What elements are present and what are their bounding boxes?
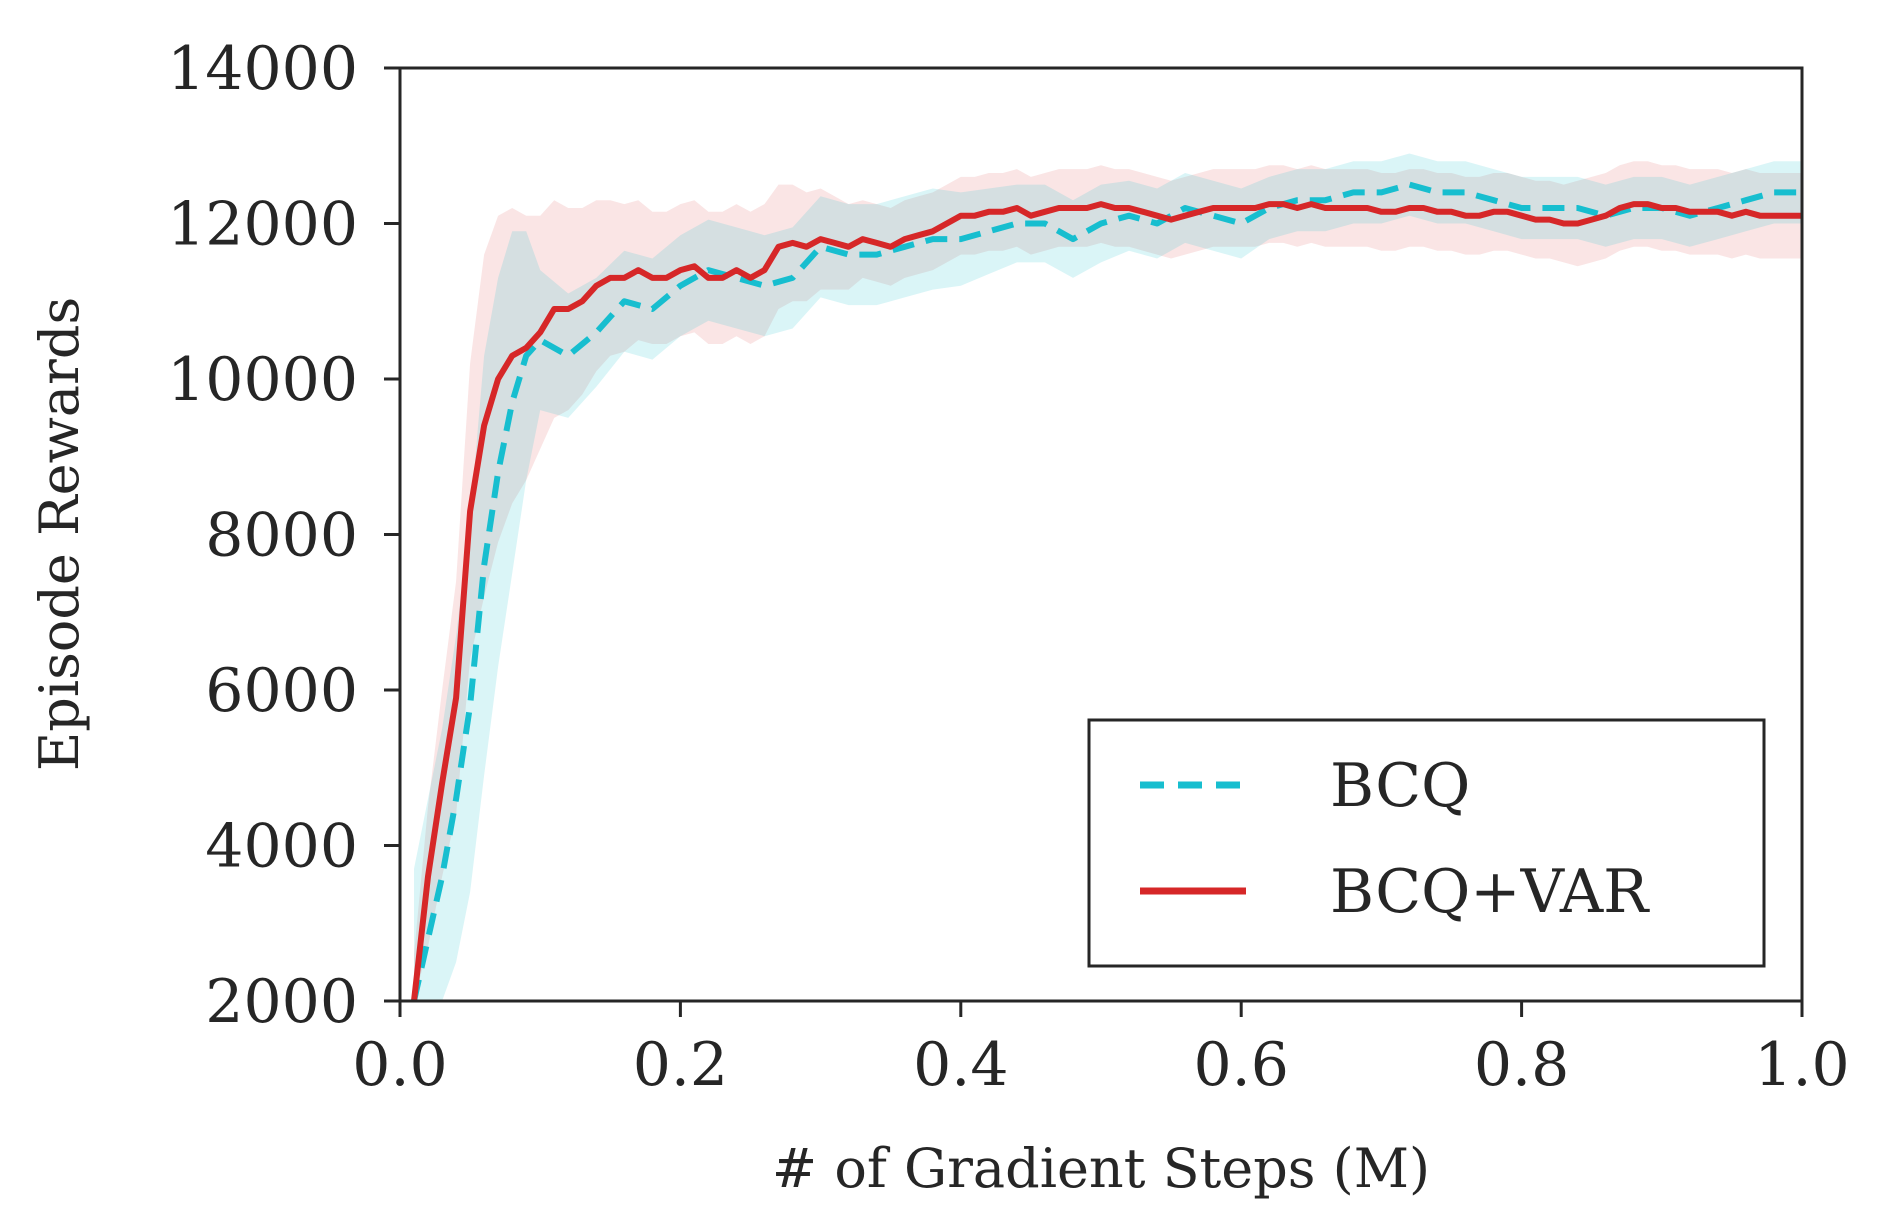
x-axis-title: # of Gradient Steps (M) [772, 1137, 1430, 1200]
x-tick-label: 0.0 [352, 1030, 447, 1100]
confidence-bands [414, 153, 1802, 1002]
x-tick-label: 0.2 [633, 1030, 728, 1100]
x-tick-label: 0.4 [913, 1030, 1008, 1100]
y-tick-label: 12000 [167, 190, 358, 260]
band-bcq [414, 153, 1802, 1001]
y-tick-label: 14000 [167, 34, 358, 104]
x-axis: 0.0 0.2 0.4 0.6 0.8 1.0 [352, 1001, 1850, 1100]
x-tick-label: 1.0 [1754, 1030, 1849, 1100]
x-tick-label: 0.6 [1193, 1030, 1288, 1100]
legend-label-bcq: BCQ [1330, 751, 1470, 821]
series-line-bcq-var [411, 201, 1802, 1002]
legend: BCQ BCQ+VAR [1087, 718, 1766, 968]
y-tick-label: 2000 [205, 967, 358, 1037]
legend-label-bcq-var: BCQ+VAR [1330, 857, 1650, 927]
band-bcq-var [414, 161, 1802, 1002]
y-axis-title: Episode Rewards [28, 297, 91, 771]
legend-box [1087, 718, 1766, 968]
y-tick-label: 10000 [167, 345, 358, 415]
series-line-bcq [411, 181, 1802, 1002]
y-tick-label: 8000 [205, 501, 358, 571]
y-axis: 2000 4000 6000 8000 10000 12000 14000 [167, 34, 400, 1037]
x-tick-label: 0.8 [1474, 1030, 1569, 1100]
y-tick-label: 6000 [205, 656, 358, 726]
series-lines [411, 181, 1802, 1002]
y-tick-label: 4000 [205, 812, 358, 882]
